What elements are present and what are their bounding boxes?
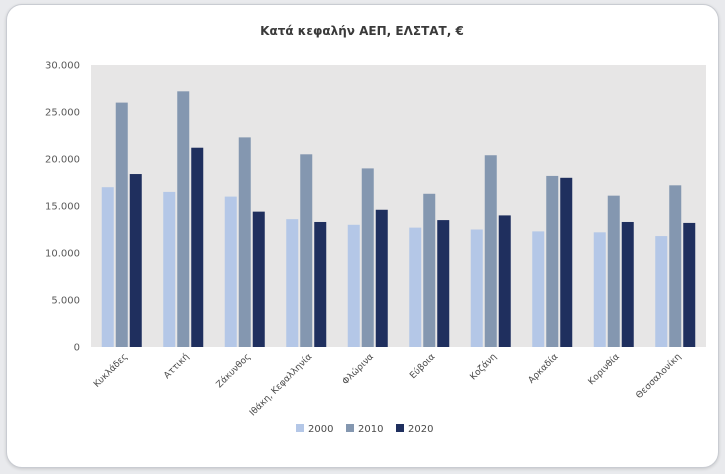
bar-2020 (560, 177, 573, 347)
bar-2000 (532, 231, 545, 347)
bar-2010 (423, 193, 436, 347)
bars (101, 91, 696, 347)
legend-swatch (346, 424, 354, 432)
bar-2020 (375, 209, 388, 347)
legend-label: 2010 (358, 424, 383, 435)
category-label: Ιθάκη, Κεφαλληνία (248, 352, 314, 418)
bar-2010 (669, 185, 682, 347)
y-tick-label: 25.000 (45, 108, 80, 119)
bar-2000 (163, 191, 176, 347)
bar-2020 (191, 147, 204, 347)
legend-label: 2000 (308, 424, 333, 435)
bar-2020 (252, 211, 265, 347)
bar-2020 (498, 215, 511, 347)
bar-2010 (607, 195, 620, 347)
bar-2000 (347, 224, 360, 347)
category-label: Αττική (162, 352, 191, 381)
category-label: Κοζάνη (468, 352, 498, 382)
bar-2010 (300, 154, 313, 347)
bar-2000 (593, 232, 606, 347)
bar-2010 (238, 137, 251, 347)
y-axis-ticks: 0 5.000 10.000 15.000 20.000 25.000 30.000 (45, 61, 80, 354)
legend: 2000 2010 2020 (296, 424, 433, 435)
y-tick-label: 20.000 (45, 155, 80, 166)
bar-2000 (286, 219, 299, 347)
legend-swatch (296, 424, 304, 432)
legend-swatch (396, 424, 404, 432)
bar-2010 (546, 175, 559, 347)
legend-label: 2020 (408, 424, 433, 435)
y-tick-label: 5.000 (51, 296, 80, 307)
bar-2010 (484, 155, 497, 347)
bar-2000 (101, 187, 114, 347)
category-label: Ζάκυνθος (215, 352, 253, 390)
bar-2010 (115, 102, 128, 347)
category-label: Αρκαδία (527, 352, 561, 386)
y-tick-label: 15.000 (45, 202, 80, 213)
bar-2010 (177, 91, 190, 347)
y-tick-label: 30.000 (45, 61, 80, 72)
bar-2020 (314, 221, 327, 347)
category-label: Φλώρινα (340, 351, 376, 387)
chart-title: Κατά κεφαλήν ΑΕΠ, ΕΛΣΤΑΤ, € (260, 24, 464, 38)
bar-2020 (437, 220, 450, 347)
bar-2010 (361, 168, 374, 347)
category-label: Εύβοια (408, 351, 438, 381)
bar-2000 (470, 229, 483, 347)
category-label: Θεσσαλονίκη (634, 352, 683, 401)
bar-2000 (655, 236, 668, 347)
category-label: Κορινθία (587, 352, 622, 387)
bar-2000 (409, 227, 422, 347)
category-label: Κυκλάδες (92, 352, 130, 390)
y-tick-label: 10.000 (45, 249, 80, 260)
y-tick-label: 0 (74, 343, 80, 354)
bar-2000 (224, 196, 237, 347)
bar-2020 (129, 174, 142, 347)
bar-2020 (621, 221, 634, 347)
bar-2020 (683, 222, 696, 347)
